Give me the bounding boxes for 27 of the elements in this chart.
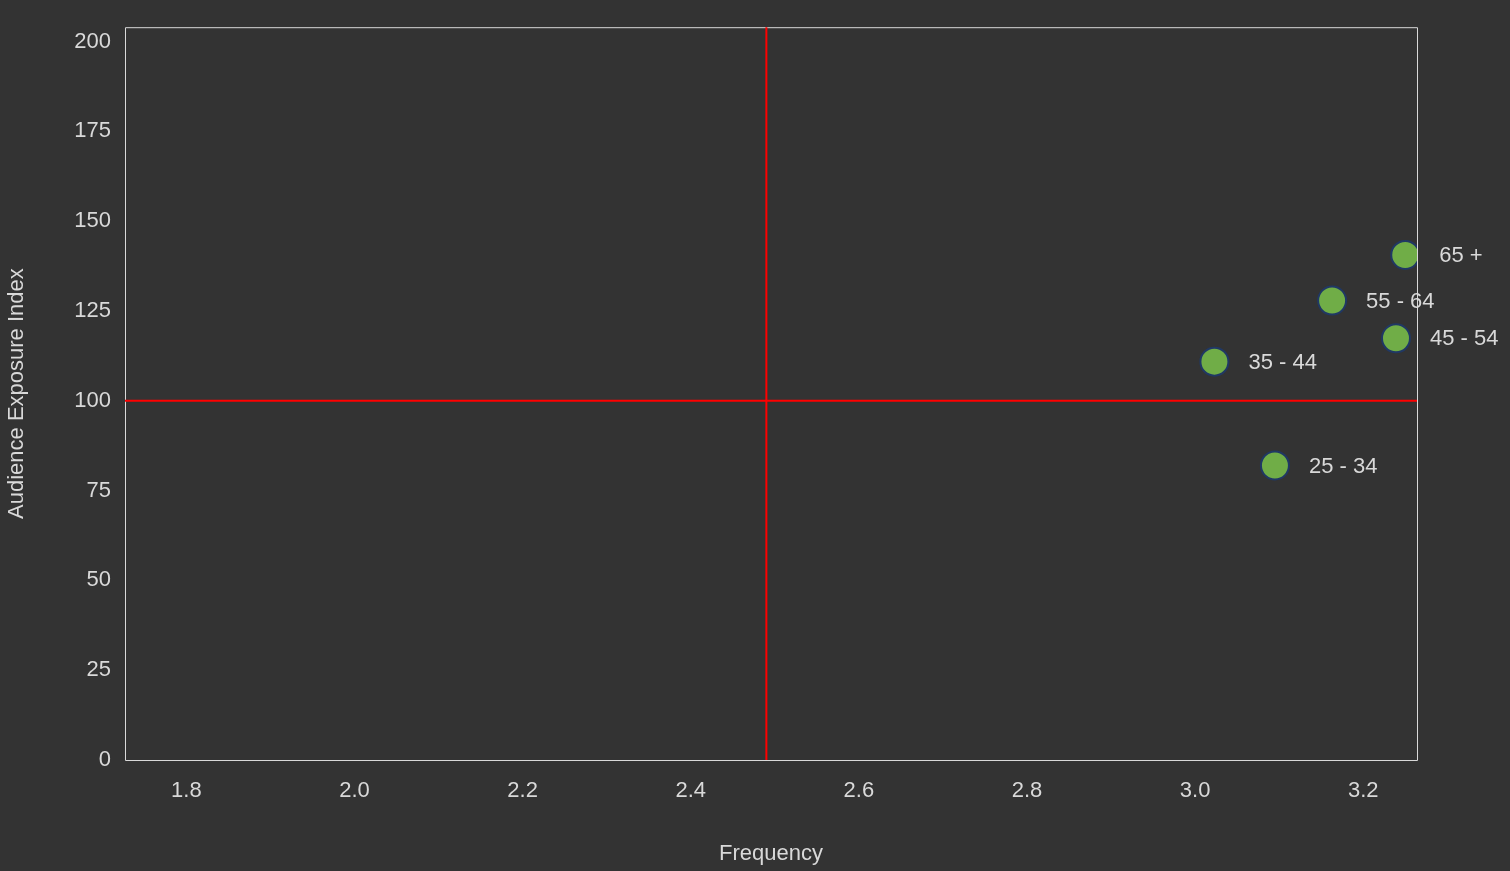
- point: [1317, 285, 1348, 316]
- annotation: 45 - 54: [1429, 325, 1499, 351]
- y-tick-label: 125: [74, 297, 111, 323]
- x-axis-title: Frequency: [719, 839, 823, 865]
- y-tick-label: 100: [74, 386, 111, 412]
- point: [1199, 346, 1230, 377]
- annotation: 35 - 44: [1248, 348, 1317, 374]
- y-tick-label: 50: [86, 566, 111, 592]
- annotation: 25 - 34: [1308, 452, 1378, 478]
- x-tick-label: 3.0: [1179, 777, 1211, 803]
- y-tick-label: 75: [86, 476, 111, 502]
- annotation: 65 +: [1439, 242, 1483, 268]
- y-tick-label: 150: [74, 207, 111, 233]
- x-tick-label: 1.8: [171, 777, 202, 803]
- x-tick-label: 2.6: [843, 777, 875, 803]
- x-tick-label: 2.4: [675, 777, 707, 803]
- point: [1259, 450, 1290, 481]
- x-tick-label: 2.0: [339, 777, 370, 803]
- y-tick-label: 200: [74, 27, 111, 53]
- y-tick-label: 0: [98, 746, 111, 772]
- x-tick-label: 2.2: [507, 777, 538, 803]
- x-tick-label: 3.2: [1347, 777, 1379, 803]
- y-axis-title: Audience Exposure Index: [3, 268, 29, 519]
- y-tick-label: 175: [74, 117, 111, 143]
- point: [1380, 323, 1411, 354]
- y-tick-label: 25: [86, 656, 111, 682]
- x-tick-label: 2.8: [1011, 777, 1043, 803]
